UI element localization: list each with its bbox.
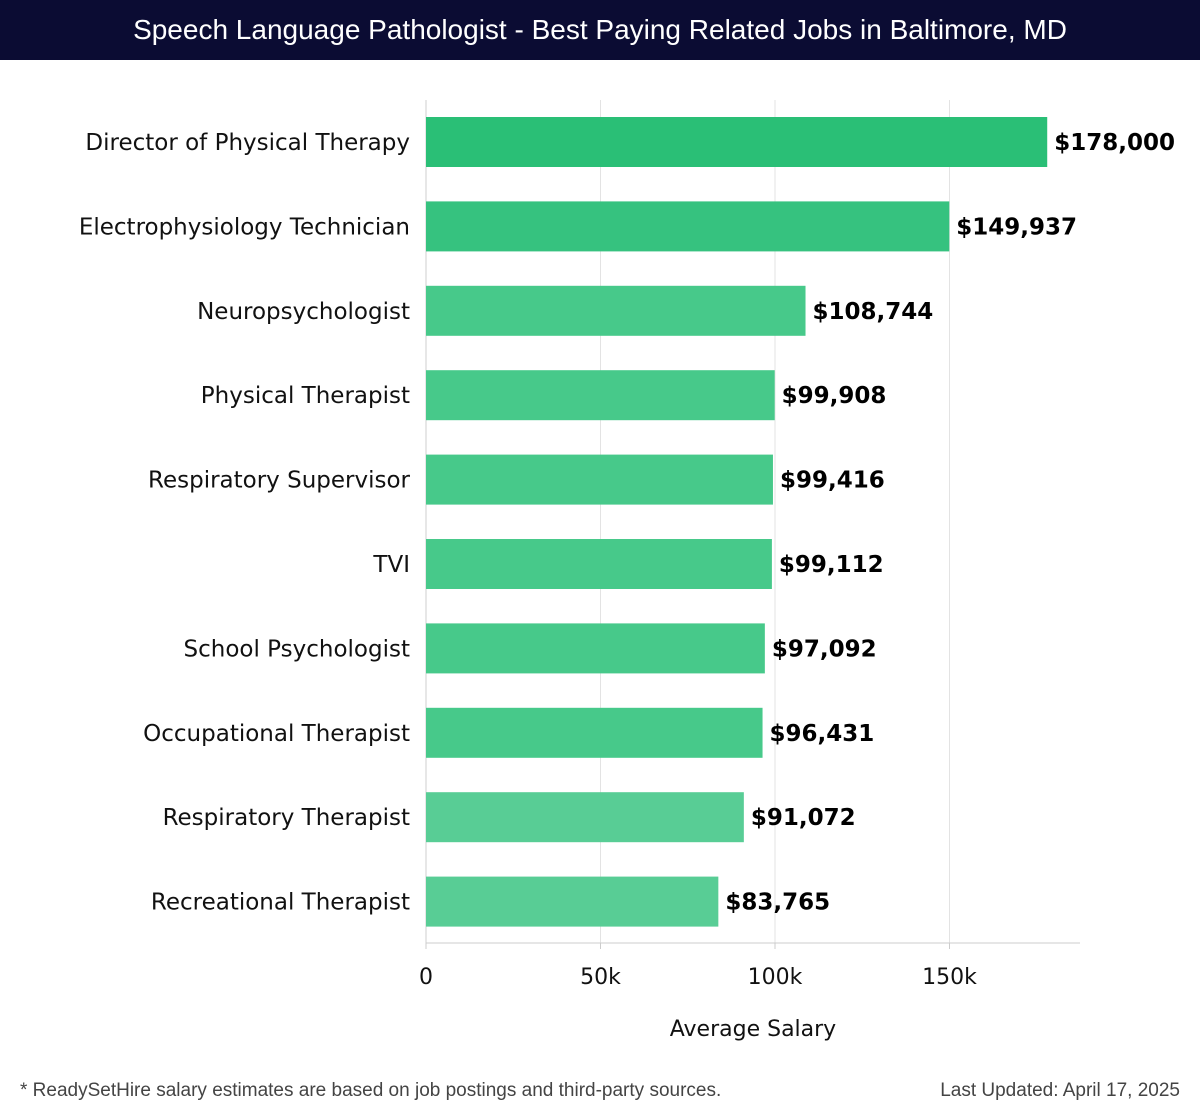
bar-chart: Director of Physical Therapy Electrophysi… — [79, 100, 1175, 1042]
bar — [426, 285, 806, 336]
value-label: $149,937 — [956, 214, 1077, 240]
value-label: $91,072 — [751, 805, 856, 831]
value-label: $178,000 — [1054, 130, 1175, 156]
x-axis: 0 50k 100k 150k Average Salary — [419, 942, 1080, 1042]
bar — [426, 792, 744, 843]
category-label: Electrophysiology Technician — [79, 214, 410, 240]
category-label: TVI — [372, 552, 410, 578]
bar — [426, 539, 772, 589]
value-label: $99,908 — [782, 383, 887, 409]
bar — [426, 707, 763, 758]
chart-title: Speech Language Pathologist - Best Payin… — [133, 14, 1067, 45]
category-labels: Director of Physical Therapy Electrophysi… — [79, 130, 411, 916]
x-tick-label: 50k — [580, 965, 621, 990]
footnote: * ReadySetHire salary estimates are base… — [20, 1080, 722, 1101]
bars — [426, 117, 1048, 927]
value-label: $97,092 — [772, 636, 877, 662]
bar — [426, 454, 773, 505]
category-label: Director of Physical Therapy — [85, 130, 410, 156]
bar — [426, 201, 950, 252]
chart-title-bar: Speech Language Pathologist - Best Payin… — [0, 0, 1200, 60]
value-label: $108,744 — [813, 299, 934, 325]
category-label: Recreational Therapist — [151, 890, 410, 916]
last-updated: Last Updated: April 17, 2025 — [940, 1080, 1180, 1101]
x-axis-title: Average Salary — [670, 1017, 836, 1042]
bar — [426, 876, 719, 927]
value-labels: $178,000 $149,937 $108,744 $99,908 $99,416 $9… — [725, 130, 1175, 916]
category-label: Neuropsychologist — [197, 299, 410, 325]
value-label: $96,431 — [770, 721, 875, 747]
category-label: Respiratory Therapist — [163, 805, 410, 831]
category-label: Physical Therapist — [201, 383, 410, 409]
value-label: $99,416 — [780, 468, 885, 494]
x-tick-label: 150k — [922, 965, 977, 990]
bar — [426, 623, 765, 674]
value-label: $99,112 — [779, 552, 884, 578]
category-label: School Psychologist — [184, 636, 410, 662]
category-label: Occupational Therapist — [143, 721, 410, 747]
value-label: $83,765 — [725, 890, 830, 916]
x-tick-label: 100k — [748, 965, 803, 990]
category-label: Respiratory Supervisor — [148, 468, 411, 494]
bar — [426, 117, 1048, 167]
x-tick-label: 0 — [419, 965, 433, 990]
bar — [426, 370, 775, 421]
